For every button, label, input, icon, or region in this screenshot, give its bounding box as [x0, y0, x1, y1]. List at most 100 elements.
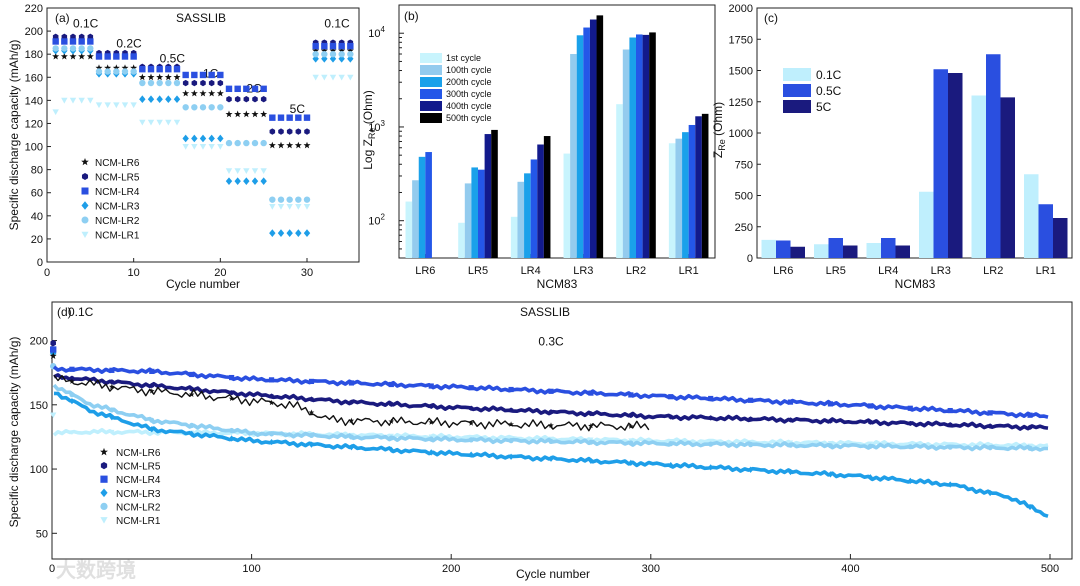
panel-a-point-lr3	[191, 134, 198, 143]
panel-b-bar-lr4	[517, 181, 525, 258]
panel-a-point-lr3	[295, 229, 302, 237]
panel-a-point-lr6	[216, 89, 224, 97]
panel-d-point-lr2	[149, 417, 155, 423]
panel-a-point-lr6	[303, 141, 311, 149]
panel-a-ytick-label: 140	[25, 95, 43, 107]
panel-a-point-lr4	[312, 42, 319, 50]
panel-a-point-lr1	[321, 74, 328, 81]
panel-a-point-lr3	[286, 229, 293, 237]
panel-d-point-lr3	[468, 451, 474, 458]
panel-a-rate-label: 0.2C	[116, 36, 142, 50]
panel-a-point-lr1	[156, 119, 163, 126]
panel-d-point-lr5	[628, 412, 634, 419]
panel-a-point-lr4	[139, 65, 146, 73]
panel-b-category-label: LR6	[415, 265, 435, 277]
panel-a-point-lr4	[225, 85, 233, 93]
panel-d-point-lr5	[269, 393, 274, 399]
panel-a-point-lr6	[294, 141, 302, 149]
panel-a-legend-label: NCM-LR1	[95, 231, 140, 242]
panel-a-point-lr4	[260, 85, 267, 93]
panel-a-point-lr4	[329, 42, 337, 50]
panel-d-point-lr4	[348, 380, 354, 386]
panel-c-legend: 0.1C 0.5C 5C	[783, 68, 842, 114]
panel-d-point-lr6	[268, 399, 275, 406]
panel-c-legend-swatch	[783, 100, 811, 113]
panel-a-point-lr4	[165, 65, 172, 73]
panel-b-ytick-exp: 2	[381, 213, 386, 222]
panel-a-point-lr4	[243, 85, 250, 93]
panel-d-point-lr5	[908, 420, 913, 427]
watermark-text: 大数跨境	[56, 558, 136, 582]
panel-a-xtick-label: 10	[128, 267, 140, 279]
panel-a-point-lr5	[252, 96, 258, 103]
panel-c-legend-swatch	[783, 84, 811, 97]
panel-a-point-lr4	[208, 71, 215, 79]
panel-d-point-lr2	[189, 422, 195, 428]
panel-a-legend-label: NCM-LR3	[95, 202, 140, 213]
panel-b-bar-lr6	[412, 180, 419, 258]
panel-d-point-lr3	[907, 477, 913, 484]
panel-a-point-lr2	[165, 79, 172, 87]
panel-b-legend-label: 200th cycle	[446, 77, 492, 87]
panel-a-point-lr6	[78, 52, 86, 60]
panel-a-point-lr4	[173, 65, 181, 73]
panel-a-point-lr5	[269, 128, 276, 135]
panel-a-point-lr6	[277, 141, 285, 149]
panel-b-label: (b)	[404, 9, 419, 23]
panel-d-rate-label: 0.1C	[68, 305, 94, 319]
panel-a-point-lr2	[191, 104, 198, 111]
panel-a-xtick-label: 30	[301, 267, 313, 279]
panel-d-point-lr3	[708, 464, 714, 471]
panel-a-point-lr3	[199, 134, 207, 143]
panel-d-marks	[49, 339, 1049, 518]
panel-a-point-lr1	[182, 143, 189, 150]
panel-a-legend: NCM-LR6 NCM-LR5 NCM-LR4 NCM-LR3 NCM-LR2 NCM-L…	[81, 157, 140, 242]
panel-d-point-lr4	[827, 401, 834, 407]
panel-c-bar-lr4	[895, 245, 910, 258]
panel-a-point-lr1	[139, 119, 146, 126]
panel-b-bar-lr5	[464, 183, 472, 258]
panel-a-point-lr1	[260, 168, 267, 174]
panel-d-point-lr2	[468, 437, 474, 443]
panel-a-point-lr4	[121, 53, 129, 60]
panel-d-point-lr4	[787, 399, 794, 405]
panel-a-legend-label: NCM-LR6	[95, 158, 140, 169]
panel-d-legend-label: NCM-LR6	[116, 448, 161, 459]
panel-a-point-lr2	[277, 196, 285, 203]
panel-d-point-lr3	[428, 449, 434, 456]
panel-a-point-lr1	[217, 143, 224, 150]
panel-d-point-lr6	[308, 409, 315, 415]
panel-a-point-lr4	[104, 53, 111, 60]
panel-d-legend-marker	[100, 517, 108, 524]
panel-a-point-lr2	[104, 68, 111, 75]
panel-d-point-lr3	[588, 457, 594, 464]
panel-b-xlabel: NCM83	[537, 277, 578, 291]
panel-a-point-lr6	[69, 52, 77, 60]
panel-d-point-lr4	[149, 368, 155, 374]
panel-d-point-lr6	[388, 418, 395, 424]
panel-b-bar-lr4	[543, 136, 551, 258]
panel-d-initial-point-lr6	[49, 352, 57, 359]
panel-a-point-lr5	[295, 128, 302, 135]
panel-a-point-lr3	[260, 177, 267, 186]
panel-d-xtick-label: 500	[1041, 563, 1059, 575]
panel-a-point-lr3	[156, 95, 163, 104]
panel-a-legend-label: NCM-LR2	[95, 216, 140, 227]
panel-a-point-lr4	[191, 71, 198, 79]
panel-b-bar-lr5	[458, 222, 465, 258]
panel-a-point-lr2	[61, 45, 68, 52]
panel-a-point-lr4	[182, 71, 189, 79]
panel-a-point-lr3	[217, 134, 224, 143]
panel-b-frame	[398, 4, 716, 259]
panel-a-point-lr1	[243, 168, 250, 174]
panel-a-point-lr4	[78, 38, 85, 45]
panel-a-xlabel: Cycle number	[166, 277, 240, 291]
panel-d-point-lr5	[428, 403, 434, 409]
panel-a-point-lr6	[173, 73, 181, 81]
panel-a-point-lr6	[121, 64, 129, 72]
panel-a-point-lr6	[95, 64, 103, 72]
panel-c-bar-lr1	[1053, 218, 1068, 258]
panel-c-ytick-label: 2000	[729, 3, 753, 15]
panel-d-point-lr6	[508, 421, 514, 427]
panel-c-category-label: LR5	[826, 265, 846, 277]
